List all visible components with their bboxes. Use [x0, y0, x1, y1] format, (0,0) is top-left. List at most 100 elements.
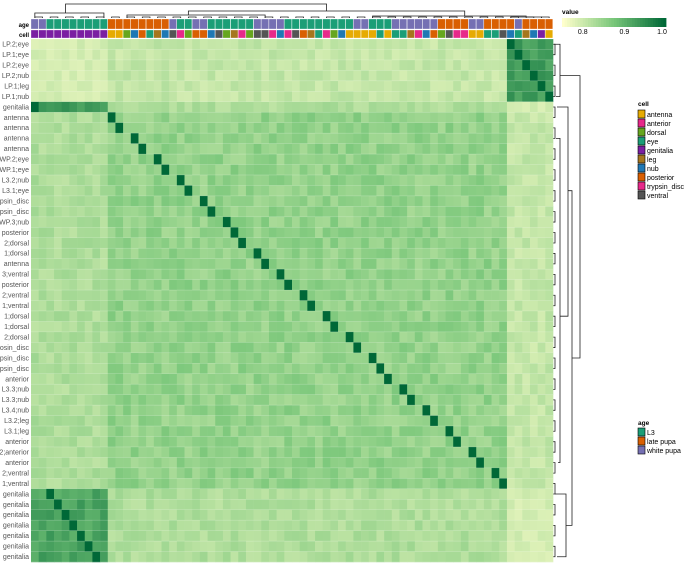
- heatmap-cell: [92, 467, 101, 479]
- dendrogram-leaf: [553, 399, 556, 411]
- heatmap-cell: [522, 164, 531, 176]
- heatmap-cell: [353, 269, 362, 280]
- heatmap-cell: [422, 112, 431, 123]
- heatmap-cell: [215, 216, 224, 228]
- heatmap-cell: [453, 39, 462, 50]
- heatmap-cell: [445, 436, 454, 448]
- heatmap-cell: [261, 331, 270, 343]
- dendrogram-leaf: [341, 16, 350, 18]
- heatmap-cell: [545, 80, 554, 92]
- heatmap-cell: [361, 352, 370, 364]
- cell-annotation-cell: [207, 29, 216, 39]
- heatmap-cell: [253, 352, 262, 364]
- heatmap-cell: [384, 384, 393, 395]
- heatmap-cell: [376, 216, 385, 228]
- heatmap-cell: [215, 91, 224, 103]
- heatmap-cell: [307, 237, 316, 249]
- heatmap-cell: [307, 478, 316, 490]
- heatmap-cell: [192, 269, 201, 280]
- heatmap-cell: [437, 499, 446, 510]
- heatmap-cell: [153, 206, 162, 218]
- heatmap-cell: [84, 300, 93, 312]
- heatmap-cell: [514, 227, 523, 239]
- heatmap-cell: [84, 478, 93, 490]
- heatmap-cell: [514, 101, 523, 113]
- heatmap-cell: [138, 258, 147, 270]
- heatmap-cell: [330, 551, 339, 563]
- heatmap-cell: [77, 248, 86, 259]
- heatmap-cell: [207, 331, 216, 343]
- heatmap-cell: [207, 49, 216, 61]
- heatmap-cell: [284, 436, 293, 448]
- heatmap-cell: [499, 49, 508, 61]
- heatmap-cell: [537, 426, 546, 437]
- heatmap-cell: [361, 342, 370, 354]
- heatmap-cell: [545, 91, 554, 103]
- heatmap-cell: [207, 39, 216, 50]
- heatmap-cell: [299, 342, 308, 354]
- dendrogram-branch: [34, 12, 105, 18]
- heatmap-cell: [522, 91, 531, 103]
- age-annotation-cell: [460, 18, 469, 30]
- dendrogram-leaf: [553, 462, 556, 474]
- heatmap-cell: [529, 405, 538, 416]
- heatmap-cell: [422, 133, 431, 144]
- heatmap-cell: [483, 384, 492, 395]
- heatmap-cell: [491, 415, 500, 427]
- age-annotation-cell: [122, 18, 131, 30]
- heatmap-cell: [153, 237, 162, 249]
- heatmap-cell: [422, 551, 431, 563]
- heatmap-cell: [399, 321, 408, 333]
- heatmap-cell: [153, 133, 162, 144]
- heatmap-cell: [107, 394, 116, 406]
- heatmap-cell: [514, 310, 523, 322]
- heatmap-cell: [215, 112, 224, 123]
- heatmap-cell: [161, 551, 170, 563]
- heatmap-cell: [422, 39, 431, 50]
- heatmap-cell: [38, 195, 47, 207]
- heatmap-cell: [414, 457, 423, 469]
- row-label: psin_disc: [0, 198, 29, 205]
- heatmap-cell: [529, 457, 538, 469]
- heatmap-cell: [437, 290, 446, 301]
- cell-legend-label: nub: [647, 166, 659, 173]
- heatmap-cell: [268, 551, 277, 563]
- heatmap-cell: [130, 426, 139, 437]
- heatmap-cell: [100, 373, 109, 385]
- heatmap-cell: [506, 541, 515, 552]
- heatmap-cell: [38, 488, 47, 500]
- heatmap-cell: [299, 164, 308, 176]
- heatmap-cell: [123, 530, 132, 542]
- cell-annotation-cell: [138, 29, 147, 39]
- heatmap-cell: [123, 258, 132, 270]
- heatmap-cell: [368, 133, 377, 144]
- heatmap-cell: [468, 457, 477, 469]
- heatmap-cell: [545, 269, 554, 280]
- heatmap-cell: [307, 405, 316, 416]
- heatmap-cell: [499, 457, 508, 469]
- heatmap-cell: [215, 530, 224, 542]
- heatmap-cell: [299, 290, 308, 301]
- heatmap-cell: [268, 269, 277, 280]
- heatmap-cell: [230, 499, 239, 510]
- heatmap-cell: [361, 133, 370, 144]
- heatmap-cell: [345, 70, 354, 82]
- heatmap-cell: [437, 164, 446, 176]
- heatmap-cell: [338, 373, 347, 385]
- row-label: genitalia: [3, 512, 29, 519]
- heatmap-cell: [315, 91, 324, 103]
- heatmap-cell: [276, 352, 285, 364]
- heatmap-cell: [230, 154, 239, 165]
- heatmap-cell: [506, 457, 515, 469]
- heatmap-cell: [537, 384, 546, 395]
- dendrogram-leaf: [553, 441, 556, 453]
- heatmap-cell: [315, 405, 324, 416]
- heatmap-cell: [529, 154, 538, 165]
- heatmap-cell: [100, 279, 109, 291]
- heatmap-cell: [299, 227, 308, 239]
- heatmap-cell: [307, 394, 316, 406]
- heatmap-cell: [130, 227, 139, 239]
- heatmap-cell: [376, 300, 385, 312]
- heatmap-cell: [230, 101, 239, 113]
- heatmap-cell: [460, 300, 469, 312]
